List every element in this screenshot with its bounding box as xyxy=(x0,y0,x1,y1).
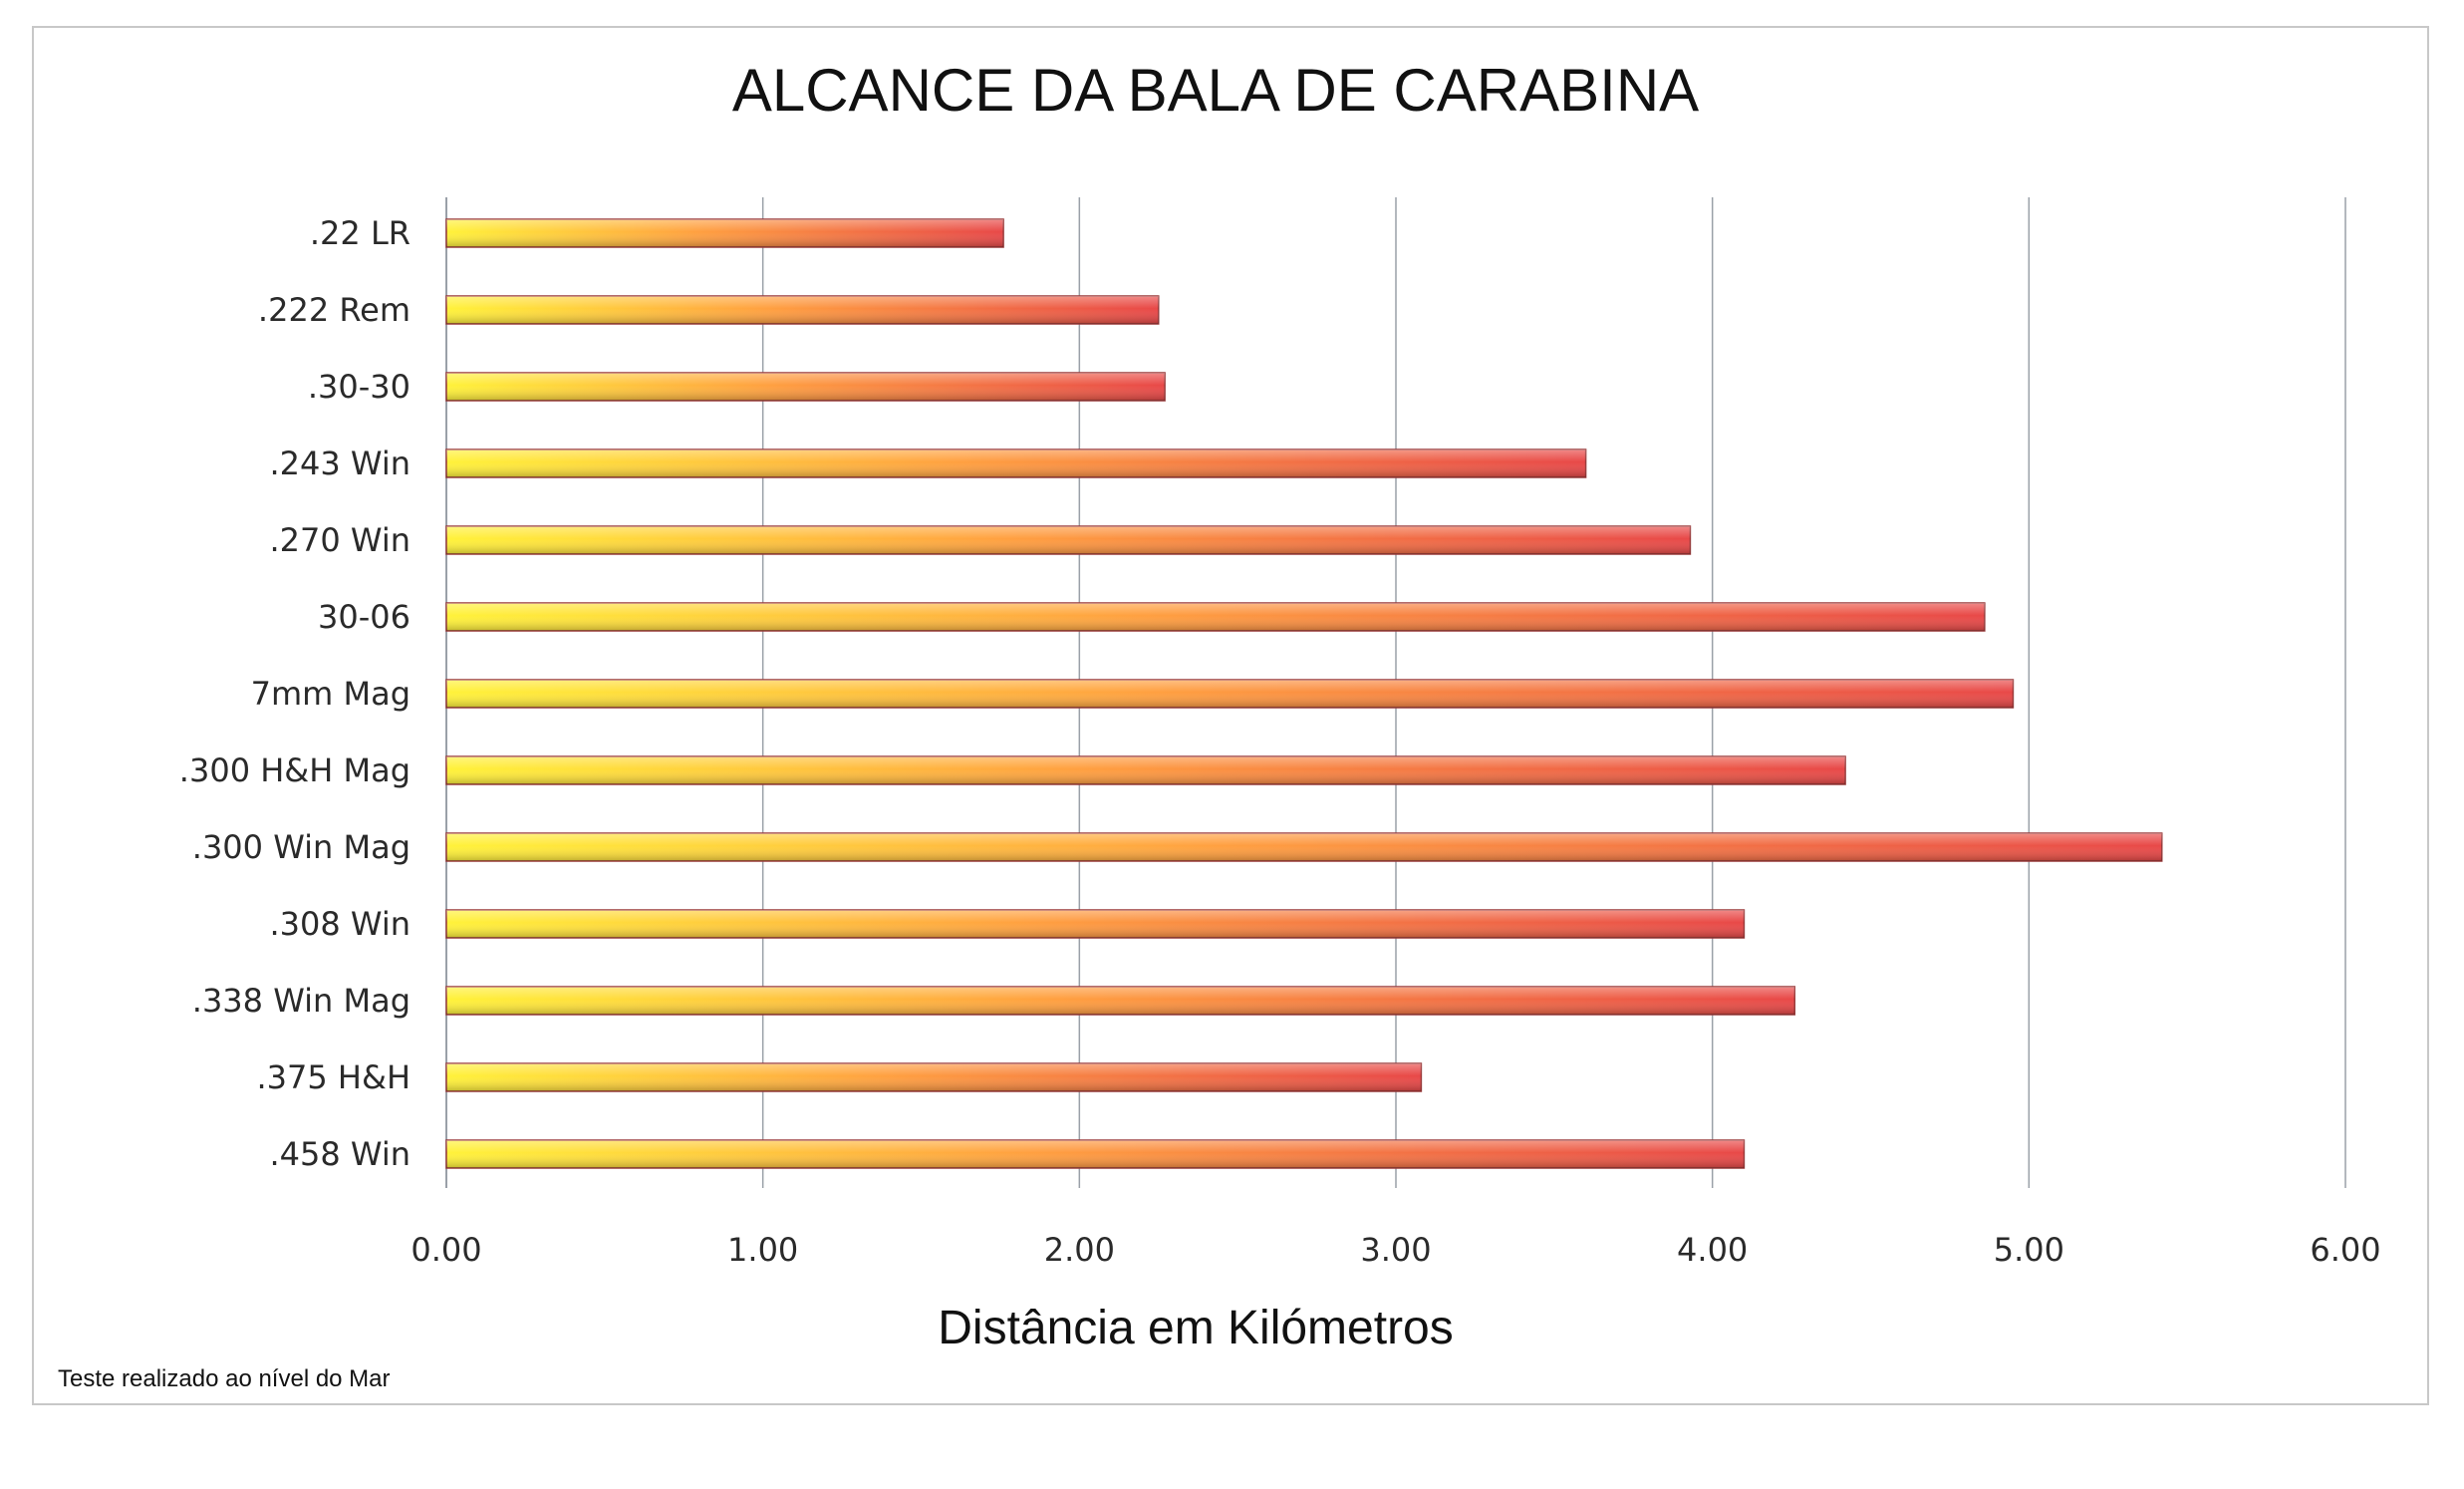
category-label: .222 Rem xyxy=(258,291,411,329)
bar xyxy=(445,1139,1746,1169)
category-label: 7mm Mag xyxy=(251,675,411,713)
bar xyxy=(445,755,1846,785)
category-label: .300 Win Mag xyxy=(192,828,411,866)
bar-shade xyxy=(446,449,1586,477)
bar-shade xyxy=(446,987,1795,1015)
bar xyxy=(445,448,1587,478)
category-label: .30-30 xyxy=(308,368,411,406)
bar xyxy=(445,218,1004,248)
category-label: .375 H&H xyxy=(257,1058,411,1096)
bar-shade xyxy=(446,603,1985,631)
bar xyxy=(445,525,1692,555)
chart-title: ALCANCE DA BALA DE CARABINA xyxy=(731,57,1700,124)
category-label: .338 Win Mag xyxy=(192,982,411,1020)
x-axis-title: Distância em Kilómetros xyxy=(938,1302,1454,1354)
x-tick-label: 5.00 xyxy=(1994,1231,2064,1269)
x-tick-label: 0.00 xyxy=(411,1231,481,1269)
bar xyxy=(445,986,1796,1016)
bar xyxy=(445,295,1160,325)
bar-shade xyxy=(446,219,1004,247)
bar-shade xyxy=(446,756,1846,784)
category-label: .270 Win xyxy=(269,521,411,559)
bar-shade xyxy=(446,1063,1422,1091)
category-label: .300 H&H Mag xyxy=(179,751,411,789)
footnote: Teste realizado ao nível do Mar xyxy=(58,1365,391,1392)
x-tick-label: 6.00 xyxy=(2310,1231,2380,1269)
x-tick-label: 1.00 xyxy=(727,1231,798,1269)
bar-shade xyxy=(446,680,2014,708)
x-tick-labels: 0.00 1.00 2.00 3.00 4.00 5.00 6.00 xyxy=(411,1231,2380,1269)
bar xyxy=(445,1062,1423,1092)
bar-shade xyxy=(446,1140,1745,1168)
category-label: .243 Win xyxy=(269,445,411,482)
bar-shade xyxy=(446,296,1159,324)
category-label: 30-06 xyxy=(318,598,411,636)
bar-shade xyxy=(446,373,1166,401)
bar-shade xyxy=(446,833,2162,861)
x-tick-label: 4.00 xyxy=(1677,1231,1748,1269)
category-label: .22 LR xyxy=(310,214,411,252)
bar xyxy=(445,602,1986,632)
bar-shade xyxy=(446,910,1745,938)
bar xyxy=(445,372,1166,402)
category-label: .308 Win xyxy=(269,905,411,943)
category-labels: .22 LR .222 Rem .30-30 .243 Win .270 Win 30-0… xyxy=(179,214,411,1173)
bars xyxy=(445,218,2163,1169)
category-label: .458 Win xyxy=(269,1135,411,1173)
bar xyxy=(445,679,2015,709)
bar-shade xyxy=(446,526,1691,554)
x-tick-label: 2.00 xyxy=(1044,1231,1115,1269)
x-tick-label: 3.00 xyxy=(1360,1231,1431,1269)
bar xyxy=(445,909,1746,939)
bar xyxy=(445,832,2163,862)
